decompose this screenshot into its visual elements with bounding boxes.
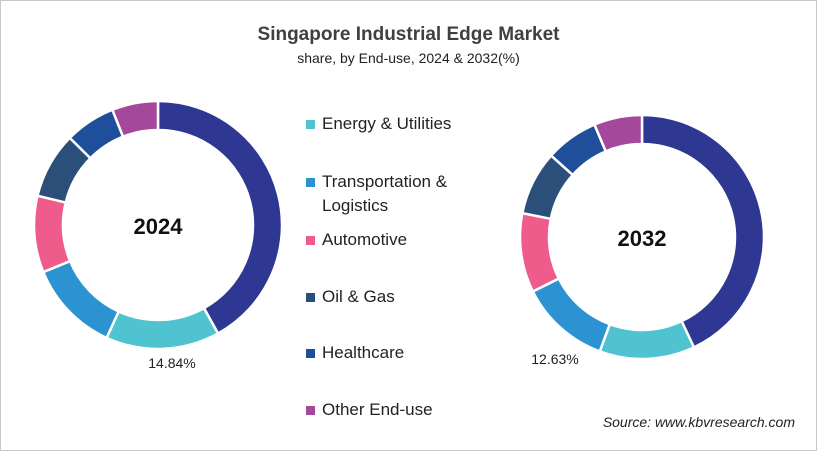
legend-swatch [306,120,315,129]
legend-label: Transportation & [322,172,448,191]
legend-label: Other End-use [322,400,433,419]
legend-item-healthcare: Healthcare [306,341,404,365]
legend-item-automotive: Automotive [306,228,407,252]
source-note: Source: www.kbvresearch.com [602,414,795,430]
center-label: 2032 [618,226,667,251]
donut-slice-2032-transportation-logistics [531,276,612,354]
legend-swatch [306,406,315,415]
legend-item-transportation-logistics: Transportation & Logistics [306,170,447,218]
legend-label: Oil & Gas [322,287,395,306]
donut-slice-2024-energy-utilities [104,306,220,351]
donut-slice-2032-other-end-use [592,113,644,153]
chart-title: Singapore Industrial Edge Market [257,24,560,45]
donut-slice-2024-other-end-use [110,99,160,139]
donut-slice-2024-automotive [32,194,72,274]
legend-swatch [306,178,315,187]
data-label: 14.84% [148,355,195,371]
chart-subtitle: share, by End-use, 2024 & 2032(%) [297,50,520,66]
legend-swatch [306,349,315,358]
donut-slice-2024-transportation-logistics [41,259,121,340]
legend-label-line2: Logistics [322,196,389,215]
legend-label: Automotive [322,230,408,249]
legend-item-other-end-use: Other End-use [306,398,433,422]
donut-slice-2032-energy-utilities [598,319,696,361]
center-label: 2024 [134,214,184,239]
legend-swatch [306,236,315,245]
legend-label: Energy & Utilities [322,114,452,133]
donut-slice-2032-automotive [518,211,561,294]
legend-item-energy-utilities: Energy & Utilities [306,112,451,136]
data-label: 12.63% [531,351,578,367]
legend-label: Healthcare [322,343,405,362]
legend-item-oil-gas: Oil & Gas [306,285,395,309]
donut-slice-2024-unlabeled [156,99,284,336]
legend-swatch [306,293,315,302]
